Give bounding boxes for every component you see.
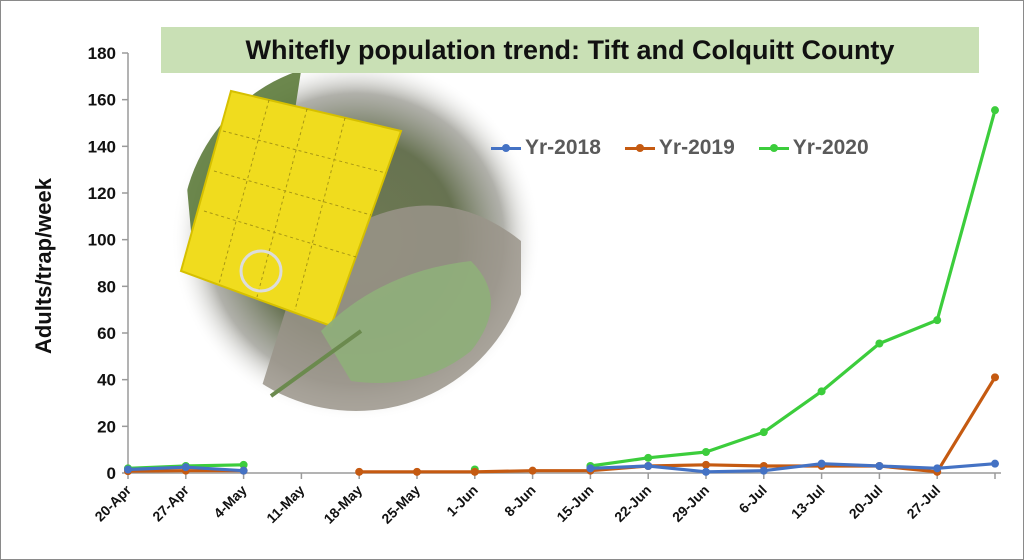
x-tick-label: 6-Jul	[735, 482, 769, 516]
cotton-leaf	[321, 261, 491, 383]
x-tick-label: 15-Jun	[553, 482, 596, 525]
data-point	[759, 428, 768, 437]
y-tick-label: 0	[107, 464, 116, 483]
x-tick-label: 11-May	[263, 482, 307, 526]
x-tick-label: 25-May	[378, 482, 423, 527]
y-axis-label: Adults/trap/week	[31, 177, 56, 355]
data-point	[817, 387, 826, 396]
x-tick-label: 1-Jun	[443, 482, 481, 520]
data-point	[991, 106, 999, 115]
legend-label-2020: Yr-2020	[792, 136, 869, 159]
data-point	[644, 453, 653, 462]
data-point	[586, 464, 595, 473]
magnifier-circle	[239, 249, 283, 293]
y-tick-label: 180	[88, 44, 116, 63]
data-point	[759, 466, 768, 475]
x-tick-label: 27-Apr	[149, 481, 192, 524]
y-tick-label: 120	[88, 184, 116, 203]
y-tick-label: 140	[88, 137, 116, 156]
x-tick-label: 4-May	[210, 482, 250, 522]
data-point	[702, 448, 710, 456]
data-point	[181, 463, 190, 472]
x-tick-label: 20-Apr	[91, 481, 134, 524]
sticky-trap-photo	[171, 57, 541, 421]
legend-label-2019: Yr-2019	[658, 136, 735, 159]
data-point	[933, 316, 942, 325]
data-point	[239, 460, 248, 469]
legend-swatch-2018	[491, 143, 521, 153]
legend-swatch-2019	[624, 143, 655, 153]
data-point	[528, 466, 537, 475]
x-tick-label: 20-Jul	[846, 482, 886, 522]
x-tick-label: 13-Jul	[788, 482, 828, 522]
legend-label-2018: Yr-2018	[525, 136, 601, 159]
data-point	[239, 466, 248, 475]
x-tick-label: 8-Jun	[501, 482, 539, 520]
data-point	[124, 465, 132, 474]
legend-swatch-2020	[758, 143, 789, 153]
chart-title: Whitefly population trend: Tift and Colq…	[245, 35, 895, 65]
legend-item-2020: Yr-2020	[758, 136, 869, 160]
data-point	[991, 373, 999, 382]
data-point	[644, 462, 653, 470]
y-tick-label: 100	[88, 231, 116, 250]
data-point	[702, 460, 710, 469]
data-point	[702, 467, 710, 476]
series-line	[590, 109, 997, 468]
y-tick-label: 80	[97, 277, 116, 296]
legend-item-2019: Yr-2019	[624, 136, 735, 160]
y-tick-label: 40	[97, 371, 116, 390]
series-line	[590, 462, 996, 474]
legend-item-2018: Yr-2018	[491, 136, 601, 160]
y-tick-label: 60	[97, 324, 116, 343]
x-tick-label: 29-Jun	[669, 482, 712, 525]
series-yr-2018	[124, 459, 999, 476]
data-point	[991, 459, 999, 468]
data-point	[875, 462, 884, 470]
x-tick-label: 27-Jul	[903, 482, 943, 522]
data-point	[933, 464, 942, 473]
data-point	[875, 339, 884, 348]
legend: Yr-2018 Yr-2019 Yr-2020	[491, 133, 869, 163]
data-point	[413, 467, 421, 476]
y-tick-label: 20	[97, 417, 116, 436]
x-tick-label: 18-May	[320, 482, 365, 527]
x-tick-label: 22-Jun	[611, 482, 654, 525]
data-point	[817, 459, 826, 468]
y-tick-label: 160	[88, 91, 116, 110]
data-point	[470, 467, 479, 476]
title-background	[161, 27, 979, 73]
data-point	[355, 467, 364, 476]
